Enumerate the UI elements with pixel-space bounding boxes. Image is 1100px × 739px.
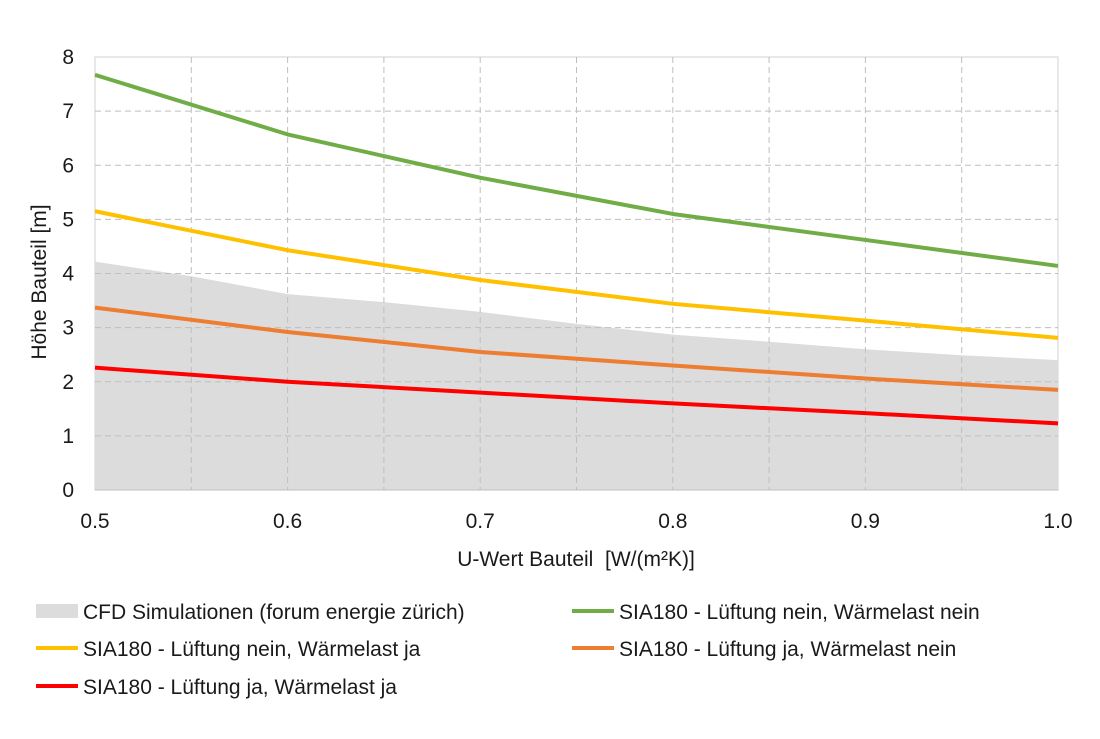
series-line-4 (94, 365, 1059, 426)
plot-area: 0 1 2 3 4 5 6 7 8 0.5 0.6 0.7 0.8 0.9 1.0 (62, 46, 1072, 533)
legend-label: CFD Simulationen (forum energie zürich) (83, 601, 465, 624)
legend-swatch-cfd (36, 604, 78, 618)
legend-label: SIA180 - Lüftung nein, Wärmelast ja (83, 638, 421, 661)
series-line-2 (94, 209, 1059, 340)
y-tick-label: 6 (62, 154, 74, 177)
y-axis-title: Höhe Bauteil [m] (28, 204, 51, 359)
legend-label: SIA180 - Lüftung nein, Wärmelast nein (619, 601, 980, 624)
x-axis-title: U-Wert Bauteil [W/(m²K)] (457, 548, 695, 571)
y-tick-label: 8 (62, 46, 74, 69)
y-tick-label: 7 (62, 100, 74, 123)
y-tick-label: 0 (62, 479, 74, 502)
cfd-area (95, 261, 1058, 490)
x-tick-label: 0.7 (466, 510, 495, 533)
x-tick-label: 0.6 (273, 510, 302, 533)
y-tick-label: 1 (62, 425, 74, 448)
x-tick-label: 0.8 (658, 510, 687, 533)
y-tick-label: 3 (62, 317, 74, 340)
y-tick-label: 2 (62, 371, 74, 394)
x-tick-label: 0.9 (851, 510, 880, 533)
series-line-3 (94, 305, 1059, 392)
x-tick-label: 1.0 (1043, 510, 1072, 533)
y-tick-label: 5 (62, 208, 74, 231)
legend: CFD Simulationen (forum energie zürich) S… (36, 601, 980, 699)
legend-label: SIA180 - Lüftung ja, Wärmelast nein (619, 638, 956, 661)
series-line-1 (94, 72, 1059, 268)
y-tick-label: 4 (62, 263, 74, 286)
x-tick-label: 0.5 (80, 510, 109, 533)
legend-label: SIA180 - Lüftung ja, Wärmelast ja (83, 676, 397, 699)
